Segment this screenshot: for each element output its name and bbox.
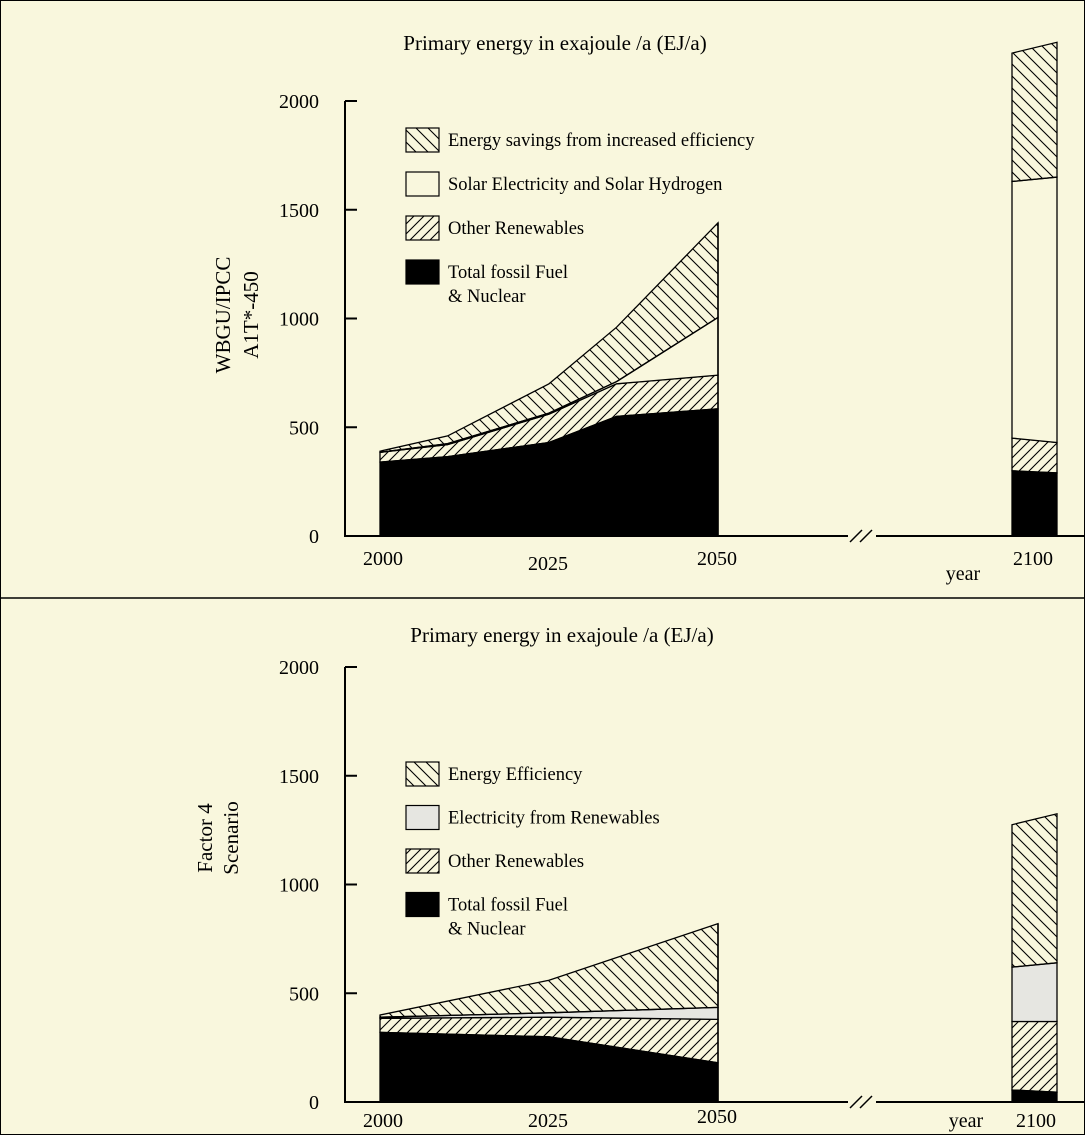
area-layers xyxy=(379,221,719,537)
legend-swatch-energy-savings-from-increased-efficiency xyxy=(405,127,440,153)
y-tick-label-500: 500 xyxy=(289,417,319,439)
x-tick-label-2050: 2050 xyxy=(697,548,737,570)
legend-swatch-total-fossil-fuel-and-nuclear xyxy=(405,259,440,285)
bar-2100-solar-electricity-and-solar-hydrogen xyxy=(1011,176,1058,444)
y-tick-label-1500: 1500 xyxy=(279,766,319,788)
y-tick-label-2000: 2000 xyxy=(279,657,319,679)
legend-label-total-fossil-fuel-and-nuclear: Total fossil Fuel xyxy=(448,896,568,916)
legend-swatch-electricity-from-renewables xyxy=(405,804,440,831)
x-axis-label: year xyxy=(946,563,981,585)
x-ticks: 2000 2025 2050 2100 year xyxy=(363,548,1053,585)
legend-swatch-solar-electricity-and-solar-hydrogen xyxy=(405,171,440,197)
y-tick-label-0: 0 xyxy=(309,1092,319,1114)
bar-2100 xyxy=(1011,812,1058,1103)
x-axis-label: year xyxy=(949,1110,984,1132)
x-tick-label-2025: 2025 xyxy=(528,1110,568,1132)
x-tick-label-2100: 2100 xyxy=(1013,548,1053,570)
legend-swatch-energy-efficiency xyxy=(405,761,440,787)
legend-item-energy-efficiency: Energy Efficiency xyxy=(405,761,583,787)
x-ticks: 2000 2025 2050 2100 year xyxy=(363,1106,1056,1132)
y-axis-label-line2: A1T*-450 xyxy=(239,271,263,359)
axis-break-mark xyxy=(848,1094,876,1110)
y-tick-label-0: 0 xyxy=(309,526,319,548)
legend-item-other-renewables: Other Renewables xyxy=(405,215,584,241)
y-axis-label-line1: WBGU/IPCC xyxy=(211,257,235,374)
y-tick-label-2000: 2000 xyxy=(279,91,319,113)
x-tick-label-2025: 2025 xyxy=(528,553,568,575)
y-axis-label: Factor 4 Scenario xyxy=(193,801,243,874)
legend-label-solar-electricity-and-solar-hydrogen: Solar Electricity and Solar Hydrogen xyxy=(448,175,722,195)
legend: Energy Efficiency Electricity from Renewa… xyxy=(405,761,660,940)
x-tick-label-2000: 2000 xyxy=(363,1110,403,1132)
legend-item-energy-savings-from-increased-efficiency: Energy savings from increased efficiency xyxy=(405,127,755,153)
y-axis-label-line1: Factor 4 xyxy=(193,803,217,873)
bar-2100-electricity-from-renewables xyxy=(1011,962,1058,1023)
x-tick-label-2000: 2000 xyxy=(363,548,403,570)
legend-label-energy-savings-from-increased-efficiency: Energy savings from increased efficiency xyxy=(448,131,755,151)
chart-title: Primary energy in exajoule /a (EJ/a) xyxy=(410,623,713,647)
x-tick-label-2100: 2100 xyxy=(1016,1110,1056,1132)
legend-label-total-fossil-fuel-and-nuclear: Total fossil Fuel xyxy=(448,263,568,283)
y-tick-label-1000: 1000 xyxy=(279,309,319,331)
legend-label-other-renewables: Other Renewables xyxy=(448,852,584,872)
legend: Energy savings from increased efficiency… xyxy=(405,127,755,307)
legend-swatch-other-renewables xyxy=(405,215,440,241)
axis-break-mark xyxy=(848,528,876,544)
y-tick-label-1500: 1500 xyxy=(279,200,319,222)
legend-item-total-fossil-fuel-and-nuclear: Total fossil Fuel & Nuclear xyxy=(405,259,568,307)
bar-2100-other-renewables xyxy=(1011,437,1058,474)
legend-label-other-renewables: Other Renewables xyxy=(448,219,584,239)
y-axis-label: WBGU/IPCC A1T*-450 xyxy=(211,257,263,374)
legend-item-total-fossil-fuel-and-nuclear: Total fossil Fuel & Nuclear xyxy=(405,891,568,940)
bar-2100-energy-savings-from-increased-efficiency xyxy=(1011,41,1058,183)
bar-2100-energy-efficiency xyxy=(1011,812,1058,968)
chart-panel-top: Primary energy in exajoule /a (EJ/a) WBG… xyxy=(211,31,1085,585)
chart-title: Primary energy in exajoule /a (EJ/a) xyxy=(403,31,706,55)
legend-label-total-fossil-fuel-and-nuclear-line2: & Nuclear xyxy=(448,920,526,940)
y-ticks: 0 500 1000 1500 2000 xyxy=(279,91,357,548)
y-axis-label-line2: Scenario xyxy=(219,801,243,874)
legend-label-electricity-from-renewables: Electricity from Renewables xyxy=(448,809,660,829)
legend-label-energy-efficiency: Energy Efficiency xyxy=(448,765,583,785)
area-layers xyxy=(379,922,719,1103)
legend-item-solar-electricity-and-solar-hydrogen: Solar Electricity and Solar Hydrogen xyxy=(405,171,722,197)
y-tick-label-1000: 1000 xyxy=(279,875,319,897)
legend-item-other-renewables: Other Renewables xyxy=(405,848,584,874)
y-ticks: 0 500 1000 1500 2000 xyxy=(279,657,357,1114)
bar-2100-other-renewables xyxy=(1011,1020,1058,1093)
y-tick-label-500: 500 xyxy=(289,983,319,1005)
x-tick-label-2050: 2050 xyxy=(697,1106,737,1128)
chart-panel-bottom: Primary energy in exajoule /a (EJ/a) Fac… xyxy=(193,623,1085,1132)
legend-label-total-fossil-fuel-and-nuclear-line2: & Nuclear xyxy=(448,287,526,307)
bar-2100-total-fossil-fuel-and-nuclear xyxy=(1011,470,1058,537)
bar-2100 xyxy=(1011,41,1058,537)
legend-swatch-total-fossil-fuel-and-nuclear xyxy=(405,891,440,918)
legend-item-electricity-from-renewables: Electricity from Renewables xyxy=(405,804,660,831)
legend-swatch-other-renewables xyxy=(405,848,440,874)
